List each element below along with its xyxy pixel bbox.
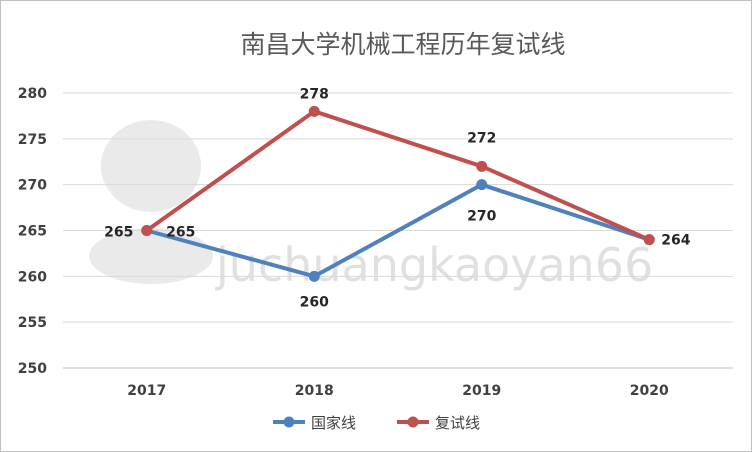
x-axis: 2017 2018 2019 2020 (127, 383, 669, 399)
legend-swatch-marker (407, 416, 419, 428)
series-2-point (308, 105, 320, 117)
data-label: 265 (166, 225, 195, 241)
legend-swatch-marker (283, 416, 295, 428)
x-tick-label: 2018 (295, 383, 334, 399)
legend: 国家线 复试线 (273, 414, 480, 432)
data-label: 264 (661, 233, 690, 249)
y-tick-label: 280 (18, 86, 47, 102)
y-tick-label: 255 (18, 315, 47, 331)
y-axis: 250 255 260 265 270 275 280 (18, 86, 47, 377)
series-line-2 (145, 109, 651, 242)
series-line-1 (146, 182, 650, 279)
y-tick-label: 250 (18, 361, 47, 377)
y-tick-label: 260 (18, 269, 47, 285)
series-2-point (476, 160, 488, 172)
chart-title: 南昌大学机械工程历年复试线 (240, 30, 565, 59)
series-1-point (476, 179, 488, 191)
data-label: 265 (104, 225, 133, 241)
watermark-text: juchuangkaoyan66 (215, 238, 653, 292)
data-label: 270 (467, 209, 496, 225)
y-tick-label: 270 (18, 178, 47, 194)
x-tick-label: 2017 (127, 383, 166, 399)
series-lines (141, 105, 655, 282)
legend-label: 国家线 (311, 414, 356, 432)
data-label: 272 (467, 130, 496, 146)
legend-label: 复试线 (435, 414, 480, 432)
x-tick-label: 2019 (462, 383, 501, 399)
x-tick-label: 2020 (630, 383, 669, 399)
y-tick-label: 275 (18, 132, 47, 148)
series-2-point (643, 234, 655, 246)
series-1-point (308, 270, 320, 282)
y-tick-label: 265 (18, 224, 47, 240)
watermark-mascot-icon (89, 120, 213, 284)
data-label: 278 (300, 86, 329, 102)
data-labels: 265 260 270 265 278 272 264 (104, 86, 691, 310)
data-label: 260 (300, 294, 329, 310)
series-2-point (141, 225, 153, 236)
